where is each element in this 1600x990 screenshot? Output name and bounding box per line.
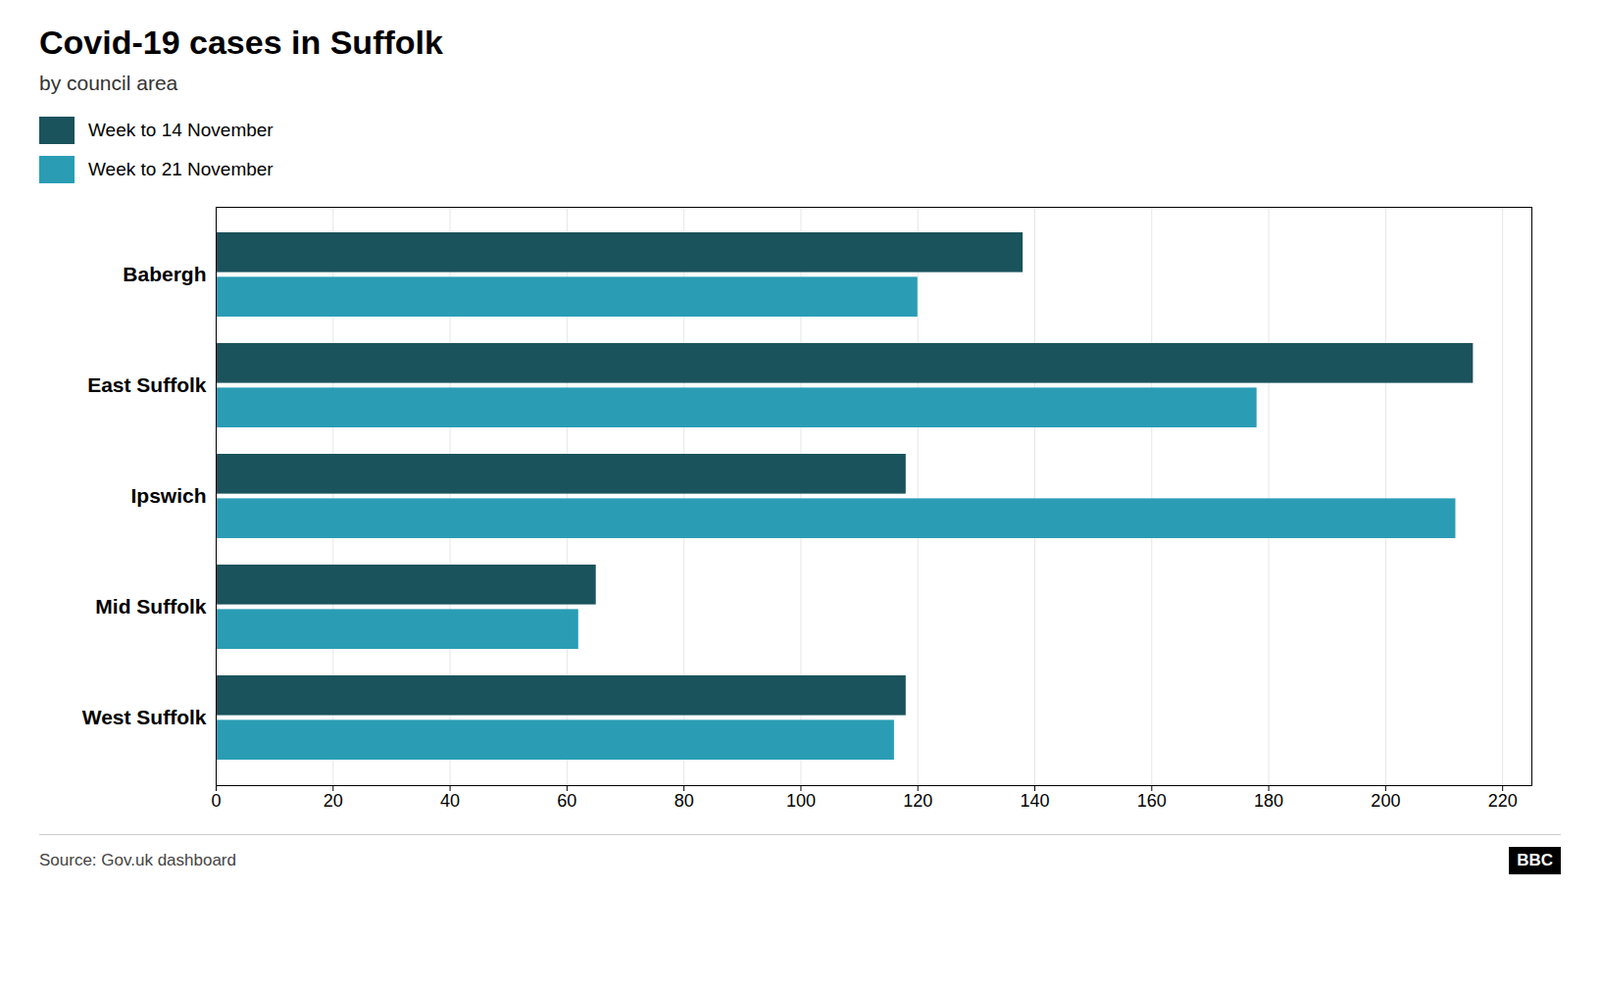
html-text:by council area: by council area xyxy=(39,71,178,95)
svg-text:20: 20 xyxy=(323,791,344,811)
svg-text:Ipswich: Ipswich xyxy=(130,484,206,507)
svg-text:East Suffolk: East Suffolk xyxy=(87,373,207,397)
html-text:Covid-19 cases in Suffolk: Covid-19 cases in Suffolk xyxy=(39,23,444,61)
html-text:Source: Gov.uk dashboard: Source: Gov.uk dashboard xyxy=(39,850,237,870)
html-text:Week to 14 November: Week to 14 November xyxy=(88,119,274,141)
svg-text:0: 0 xyxy=(210,791,221,811)
svg-text:60: 60 xyxy=(556,791,577,811)
svg-text:140: 140 xyxy=(1019,791,1050,811)
svg-text:100: 100 xyxy=(786,791,816,811)
svg-text:Babergh: Babergh xyxy=(122,262,206,286)
svg-text:Mid Suffolk: Mid Suffolk xyxy=(95,595,206,618)
svg-text:West Suffolk: West Suffolk xyxy=(82,705,207,729)
svg-text:160: 160 xyxy=(1137,791,1167,811)
svg-text:120: 120 xyxy=(902,791,933,811)
svg-text:80: 80 xyxy=(674,791,695,811)
svg-text:40: 40 xyxy=(440,791,460,811)
html-text:Week to 21 November: Week to 21 November xyxy=(88,158,274,180)
html-text:BBC: BBC xyxy=(1516,850,1553,870)
svg-text:180: 180 xyxy=(1253,791,1284,811)
svg-text:220: 220 xyxy=(1488,791,1518,811)
svg-text:200: 200 xyxy=(1370,791,1400,811)
